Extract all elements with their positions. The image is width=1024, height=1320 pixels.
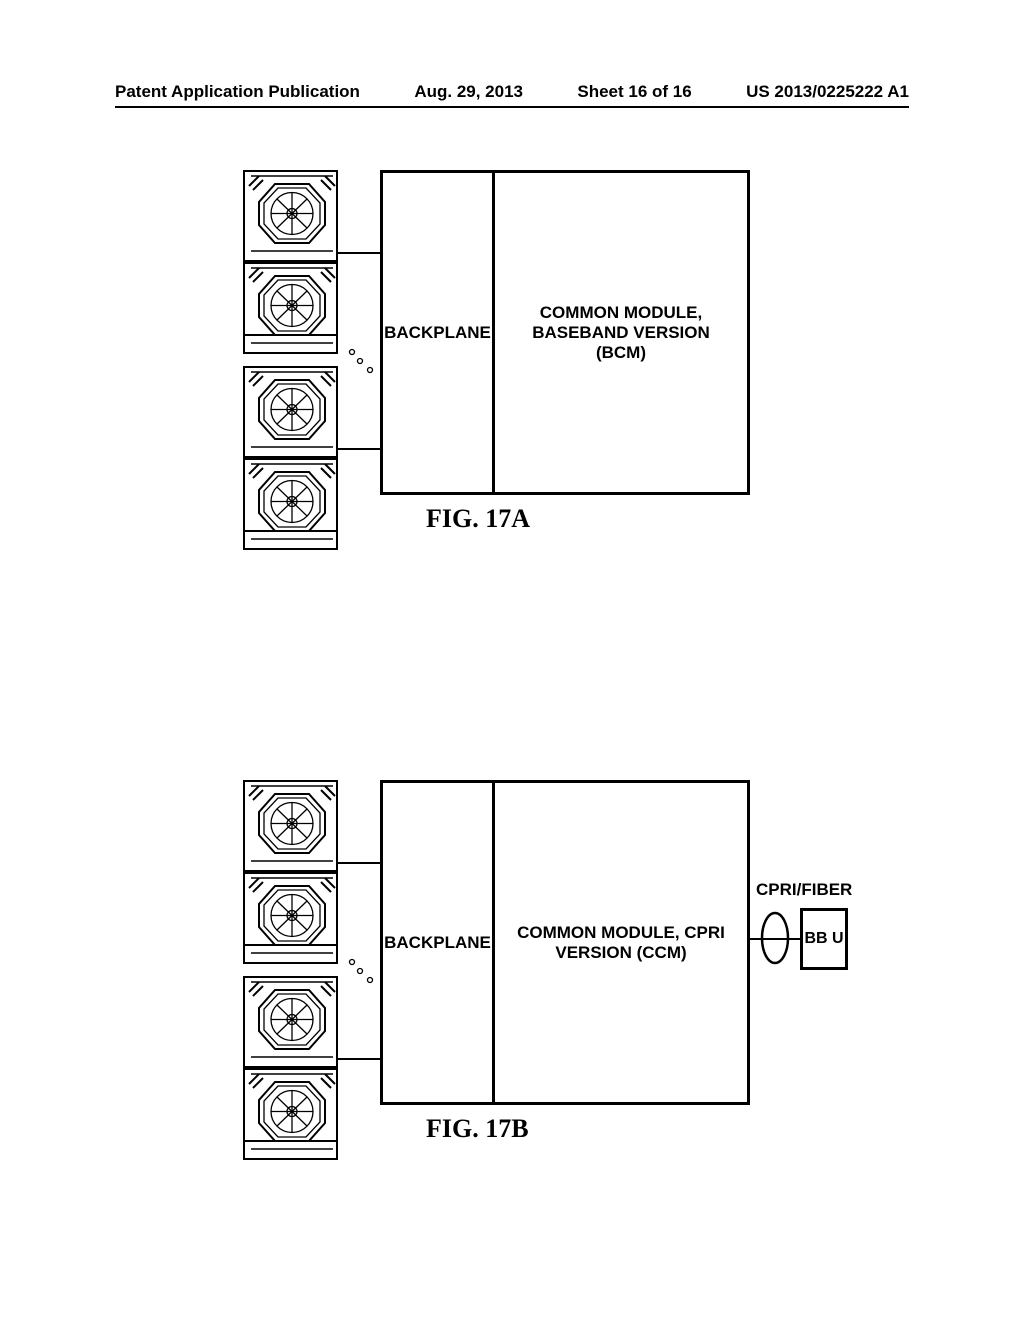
antenna-cell bbox=[243, 872, 338, 964]
fan-icon bbox=[245, 264, 339, 347]
patent-header: Patent Application Publication Aug. 29, … bbox=[0, 82, 1024, 102]
ellipsis-icon bbox=[348, 958, 378, 984]
fan-icon bbox=[245, 1070, 339, 1153]
fan-icon bbox=[245, 978, 339, 1061]
connector-line bbox=[338, 448, 382, 450]
antenna-cell bbox=[243, 976, 338, 1068]
common-module-label: COMMON MODULE, CPRI VERSION (CCM) bbox=[505, 923, 737, 963]
connector-line bbox=[338, 1058, 382, 1060]
common-module-block: COMMON MODULE, BASEBAND VERSION (BCM) bbox=[492, 170, 750, 495]
common-module-block: COMMON MODULE, CPRI VERSION (CCM) bbox=[492, 780, 750, 1105]
header-right: US 2013/0225222 A1 bbox=[746, 82, 909, 102]
header-left: Patent Application Publication bbox=[115, 82, 360, 102]
antenna-cell bbox=[243, 780, 338, 872]
page: Patent Application Publication Aug. 29, … bbox=[0, 0, 1024, 1320]
bbu-label: BB U bbox=[804, 929, 843, 948]
antenna-cell bbox=[243, 458, 338, 550]
antenna-module-top bbox=[243, 780, 338, 946]
fiber-label: CPRI/FIBER bbox=[756, 880, 852, 900]
backplane-block: BACKPLANE bbox=[380, 170, 495, 495]
connector-line bbox=[338, 862, 382, 864]
backplane-label: BACKPLANE bbox=[384, 323, 491, 343]
fan-icon bbox=[245, 460, 339, 543]
figure-caption-a: FIG. 17A bbox=[426, 504, 530, 534]
antenna-cell bbox=[243, 1068, 338, 1160]
backplane-label: BACKPLANE bbox=[384, 933, 491, 953]
fan-icon bbox=[245, 368, 339, 451]
antenna-module-bottom bbox=[243, 976, 338, 1142]
figure-caption-b: FIG. 17B bbox=[426, 1114, 529, 1144]
ellipsis-icon bbox=[348, 348, 378, 374]
fan-icon bbox=[245, 172, 339, 255]
antenna-cell bbox=[243, 170, 338, 262]
header-date: Aug. 29, 2013 bbox=[414, 82, 523, 102]
backplane-block: BACKPLANE bbox=[380, 780, 495, 1105]
figure-17b: BACKPLANE COMMON MODULE, CPRI VERSION (C… bbox=[218, 780, 808, 1105]
antenna-module-bottom bbox=[243, 366, 338, 532]
figure-17a: BACKPLANE COMMON MODULE, BASEBAND VERSIO… bbox=[218, 170, 688, 495]
bbu-block: BB U bbox=[800, 908, 848, 970]
fan-icon bbox=[245, 782, 339, 865]
header-sheet: Sheet 16 of 16 bbox=[577, 82, 691, 102]
header-rule bbox=[115, 106, 909, 108]
common-module-label: COMMON MODULE, BASEBAND VERSION (BCM) bbox=[505, 303, 737, 363]
fiber-loop-icon bbox=[758, 910, 792, 966]
antenna-cell bbox=[243, 262, 338, 354]
antenna-cell bbox=[243, 366, 338, 458]
fan-icon bbox=[245, 874, 339, 957]
connector-line bbox=[338, 252, 382, 254]
antenna-module-top bbox=[243, 170, 338, 336]
